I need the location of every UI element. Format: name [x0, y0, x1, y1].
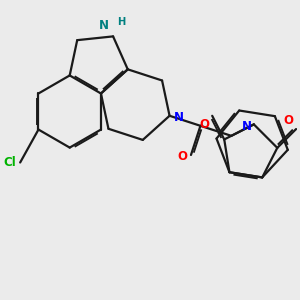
- Text: O: O: [177, 150, 187, 164]
- Text: N: N: [99, 19, 109, 32]
- Text: O: O: [283, 114, 293, 127]
- Text: O: O: [199, 118, 209, 131]
- Text: N: N: [242, 120, 252, 133]
- Text: Cl: Cl: [4, 156, 16, 169]
- Text: H: H: [117, 17, 125, 27]
- Text: N: N: [173, 111, 183, 124]
